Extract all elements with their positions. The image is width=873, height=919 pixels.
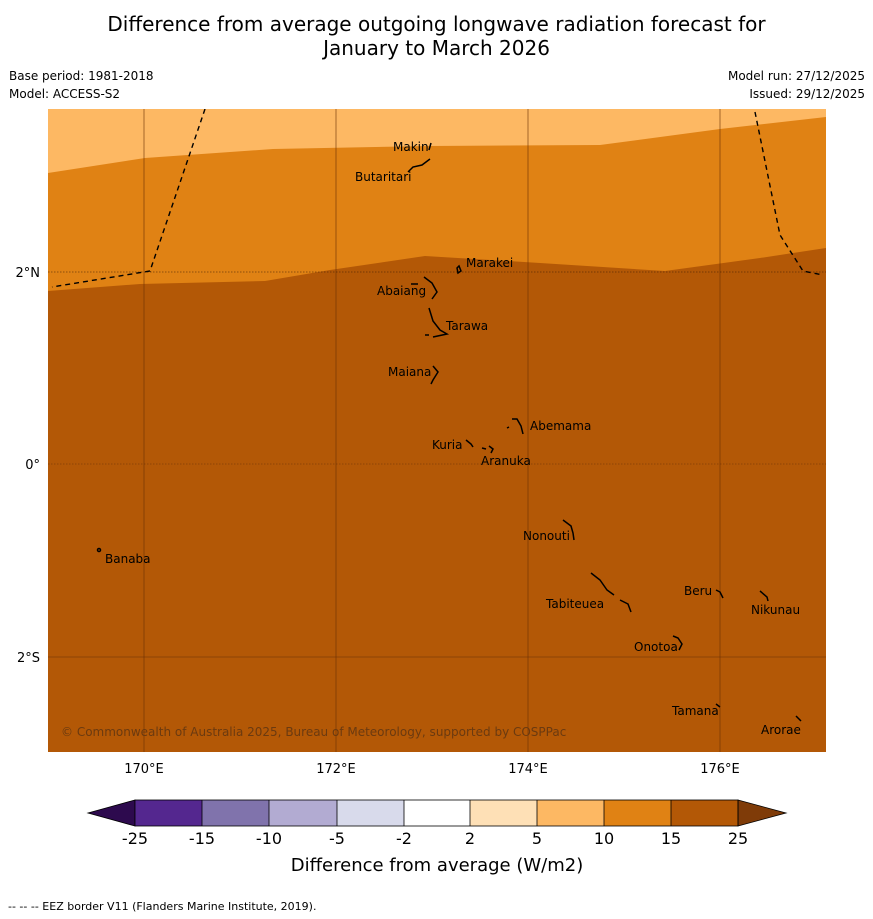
label-onotoa: Onotoa	[634, 640, 678, 654]
map-title: Difference from average outgoing longwav…	[0, 12, 873, 60]
colorbar-title: Difference from average (W/m2)	[291, 855, 583, 876]
band-15-25	[48, 248, 826, 752]
label-aranuka: Aranuka	[481, 454, 531, 468]
eez-border-west	[51, 109, 206, 288]
label-banaba: Banaba	[105, 552, 151, 566]
label-tarawa: Tarawa	[445, 319, 488, 333]
island-shape-banaba	[96, 547, 102, 553]
island-shape-nikunau	[759, 590, 769, 602]
lon-label-170e: 170°E	[124, 762, 164, 777]
label-kuria: Kuria	[432, 438, 463, 452]
island-shape-kuria	[465, 439, 474, 448]
copyright-notice: © Commonwealth of Australia 2025, Bureau…	[61, 725, 566, 739]
colorbar-arrow-low	[86, 799, 136, 827]
label-beru: Beru	[684, 584, 712, 598]
island-shape-aranuka	[481, 445, 494, 454]
label-abemama: Abemama	[530, 419, 591, 433]
label-tamana: Tamana	[671, 704, 719, 718]
island-shape-abemama	[506, 418, 524, 435]
island-shape-makin	[428, 142, 432, 151]
eez-border	[51, 109, 824, 288]
colorbar-swatch-15-25	[671, 800, 738, 826]
colorbar-tick-1: -15	[189, 829, 215, 848]
colorbar-tick-0: -25	[122, 829, 148, 848]
islands	[96, 142, 802, 722]
colorbar-tick-7: 10	[594, 829, 614, 848]
lat-label-2n: 2°N	[16, 266, 41, 281]
lon-label-176e: 176°E	[700, 762, 740, 777]
label-butaritari: Butaritari	[355, 170, 412, 184]
lon-label-174e: 174°E	[508, 762, 548, 777]
colorbar-tick-5: 2	[465, 829, 475, 848]
label-nikunau: Nikunau	[751, 603, 800, 617]
colorbar-swatch-neg5-neg2	[337, 800, 404, 826]
colorbar-tick-8: 15	[661, 829, 681, 848]
model-run-date: Model run: 27/12/2025	[727, 69, 865, 83]
colorbar-swatch-10-15	[604, 800, 671, 826]
colorbar-arrow-high	[737, 799, 788, 827]
issued-date: Issued: 29/12/2025	[749, 87, 865, 101]
title-line-1: Difference from average outgoing longwav…	[107, 12, 766, 36]
lon-label-172e: 172°E	[316, 762, 356, 777]
colorbar-swatch-neg15-neg10	[202, 800, 269, 826]
colorbar-tick-4: -2	[396, 829, 412, 848]
island-shape-nonouti	[562, 519, 575, 541]
colorbar-tick-3: -5	[329, 829, 345, 848]
base-period: Base period: 1981-2018	[9, 69, 154, 83]
model-name: Model: ACCESS-S2	[9, 87, 121, 101]
eez-source-note: -- -- -- EEZ border V11 (Flanders Marine…	[8, 900, 317, 913]
island-shape-tamana	[715, 703, 721, 708]
island-shape-maiana	[430, 365, 439, 385]
island-shape-tabiteuea	[590, 572, 632, 613]
label-marakei: Marakei	[466, 256, 513, 270]
lat-label-0: 0°	[25, 458, 40, 473]
colorbar-swatch-2-5	[470, 800, 537, 826]
colorbar-swatch-neg25-neg15	[135, 800, 202, 826]
colorbar-tick-6: 5	[532, 829, 542, 848]
colorbar-tick-2: -10	[256, 829, 282, 848]
colorbar-dividers	[134, 799, 739, 827]
eez-border-east	[754, 111, 824, 276]
colorbar-outline	[134, 799, 739, 827]
island-shape-onotoa	[672, 635, 683, 651]
island-shape-tarawa	[425, 307, 450, 338]
island-shape-arorae	[795, 715, 802, 722]
lat-label-2s: 2°S	[17, 651, 40, 666]
label-maiana: Maiana	[388, 365, 431, 379]
island-shape-butaritari	[407, 158, 431, 173]
colorbar-swatch-neg10-neg5	[269, 800, 337, 826]
island-shape-marakei	[456, 264, 462, 275]
colorbar-tick-9: 25	[728, 829, 748, 848]
colorbar: -25 -15 -10 -5 -2 2 5 10 15 25 Differenc…	[86, 799, 788, 876]
island-shape-abaiang	[411, 276, 438, 300]
label-nonouti: Nonouti	[523, 529, 570, 543]
title-line-2: January to March 2026	[323, 36, 550, 60]
graticule	[48, 109, 826, 752]
map-area: Makin Butaritari Marakei Abaiang Tarawa …	[48, 109, 826, 752]
map-figure: Makin Butaritari Marakei Abaiang Tarawa …	[16, 109, 826, 876]
label-makin: Makin	[393, 140, 429, 154]
colorbar-swatch-5-10	[537, 800, 604, 826]
colorbar-swatch-neg2-2	[404, 800, 470, 826]
island-shape-beru	[715, 589, 724, 599]
label-abaiang: Abaiang	[377, 284, 426, 298]
label-tabiteuea: Tabiteuea	[545, 597, 604, 611]
label-arorae: Arorae	[761, 723, 801, 737]
